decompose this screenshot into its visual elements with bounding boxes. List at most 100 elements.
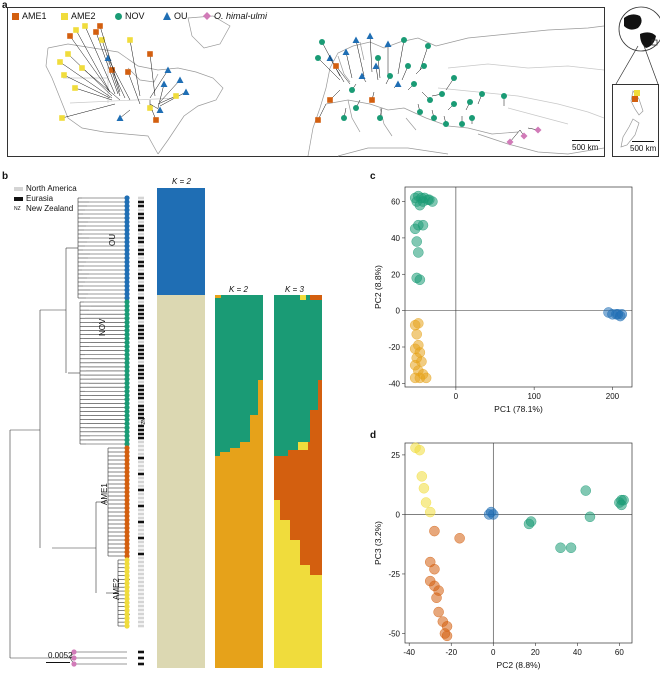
tree-tip-ou	[124, 235, 130, 241]
region-bar	[138, 288, 144, 292]
map-leader-line	[355, 39, 365, 77]
region-bar	[138, 412, 144, 416]
y-tick-label: 0	[396, 307, 401, 316]
map-triangle-marker	[352, 36, 360, 43]
admix-k3-top-ame1	[310, 295, 322, 300]
tree-tip-nov	[124, 360, 130, 366]
y-tick-label: 0	[396, 510, 401, 519]
data-point-ame1	[454, 532, 465, 544]
region-bar	[138, 512, 144, 516]
region-bar	[138, 232, 144, 236]
region-bar	[138, 592, 144, 596]
data-point-nov	[580, 485, 592, 496]
admix-k2b-edge	[215, 295, 221, 298]
tree-tip-nov	[124, 384, 130, 390]
map-scalebar-label: 500 km	[572, 143, 599, 152]
data-point-ame1	[429, 563, 440, 575]
tree-tip-nov	[124, 396, 130, 402]
region-bar	[138, 356, 144, 360]
map-square-marker	[127, 37, 133, 43]
region-bar	[138, 576, 144, 580]
region-bar	[138, 572, 144, 576]
region-bar	[138, 348, 144, 352]
tree-tip-ame1	[124, 509, 130, 515]
region-bar	[138, 268, 144, 272]
data-point-ame2	[424, 506, 436, 518]
data-point-nov	[427, 196, 438, 207]
map-markers	[57, 23, 542, 146]
region-bar	[138, 236, 144, 240]
region-bar	[138, 456, 144, 460]
tree-tip-ame2	[124, 576, 130, 583]
tree-tip-ame2	[124, 584, 130, 590]
circle-marker-icon	[115, 12, 122, 20]
map-triangle-marker	[116, 114, 124, 121]
region-bar	[138, 540, 144, 544]
admix-k3-top-ame2	[300, 295, 306, 300]
map-square-marker	[333, 63, 339, 69]
pca-plot-d: -40 -20 0 20 40 60 -50 -25 0 25 PC2 (8.8%) PC3 (3.2…	[373, 442, 633, 670]
tree-tip-nov	[124, 372, 130, 378]
k-label-text: K = 2	[172, 177, 191, 186]
map-leader-line	[81, 67, 121, 101]
tree-tip-nov	[124, 404, 130, 411]
region-bar	[138, 212, 144, 216]
region-bar	[138, 612, 144, 616]
clade-label-ame2: AME2	[112, 578, 121, 600]
data-point-ame1	[433, 606, 444, 618]
tree-tip-ou	[124, 215, 130, 221]
map-square-marker	[99, 37, 105, 43]
map-scalebar	[572, 140, 600, 141]
map-circle-marker	[439, 91, 445, 97]
tree-tip-ame1	[124, 497, 130, 503]
region-bar	[138, 216, 144, 220]
tree-tip-ame1	[124, 549, 130, 555]
x-tick-label: 40	[573, 648, 582, 657]
pca-plot-c: 0 100 200 -40 -20 0 20 40 60 PC1 (78.1%) PC2 (8.8%…	[373, 186, 633, 414]
tree-tip-ame1	[124, 537, 130, 543]
tree-tip-ame1	[124, 489, 130, 495]
admix-k2a-ou	[157, 188, 205, 295]
map-triangle-marker	[366, 32, 374, 39]
tree-tip-ou	[124, 283, 130, 289]
data-point-nov	[555, 542, 566, 554]
tree-tip-ame2	[124, 615, 130, 621]
region-bar	[138, 352, 144, 356]
region-bar	[138, 400, 144, 404]
region-bar	[138, 650, 144, 654]
tree-tip-ame1	[124, 501, 130, 507]
map-leader-line	[119, 109, 131, 119]
inset-scalebar-label: 500 km	[630, 144, 657, 153]
tree-tip-ame1	[124, 481, 130, 487]
globe-icon	[618, 6, 660, 52]
legend-label: O. himal-ulmi	[214, 11, 268, 21]
tree-tip-ame2	[124, 561, 130, 567]
region-bar	[138, 208, 144, 212]
map-square-marker	[61, 72, 67, 78]
map-circle-marker	[315, 55, 321, 61]
data-point-nov	[584, 511, 596, 523]
tree-tip-ame2	[124, 565, 130, 571]
region-bar	[138, 308, 144, 312]
region-bar	[138, 244, 144, 248]
region-bar	[138, 472, 144, 476]
tree-tip-nov	[124, 327, 130, 333]
region-bar	[138, 384, 144, 388]
tree-tip-nov	[124, 425, 130, 431]
region-bar	[138, 584, 144, 588]
tree-tip-ame1	[124, 461, 130, 467]
region-bar	[138, 504, 144, 508]
map-leader-line	[149, 53, 156, 97]
tree-tip-ame1	[124, 521, 130, 527]
region-bar	[138, 492, 144, 496]
nz-tag: NZ	[139, 418, 145, 425]
region-bar	[138, 624, 144, 628]
tree-tip-ame1	[124, 465, 130, 471]
map-leader-line	[74, 87, 113, 101]
region-bar	[138, 432, 144, 436]
tree-tip-ame1	[124, 505, 130, 511]
tree-tip-ou	[124, 291, 130, 297]
region-legend-eurasia: Eurasia	[14, 194, 53, 203]
region-bar	[138, 316, 144, 320]
tree-tip-ame2	[124, 592, 130, 598]
